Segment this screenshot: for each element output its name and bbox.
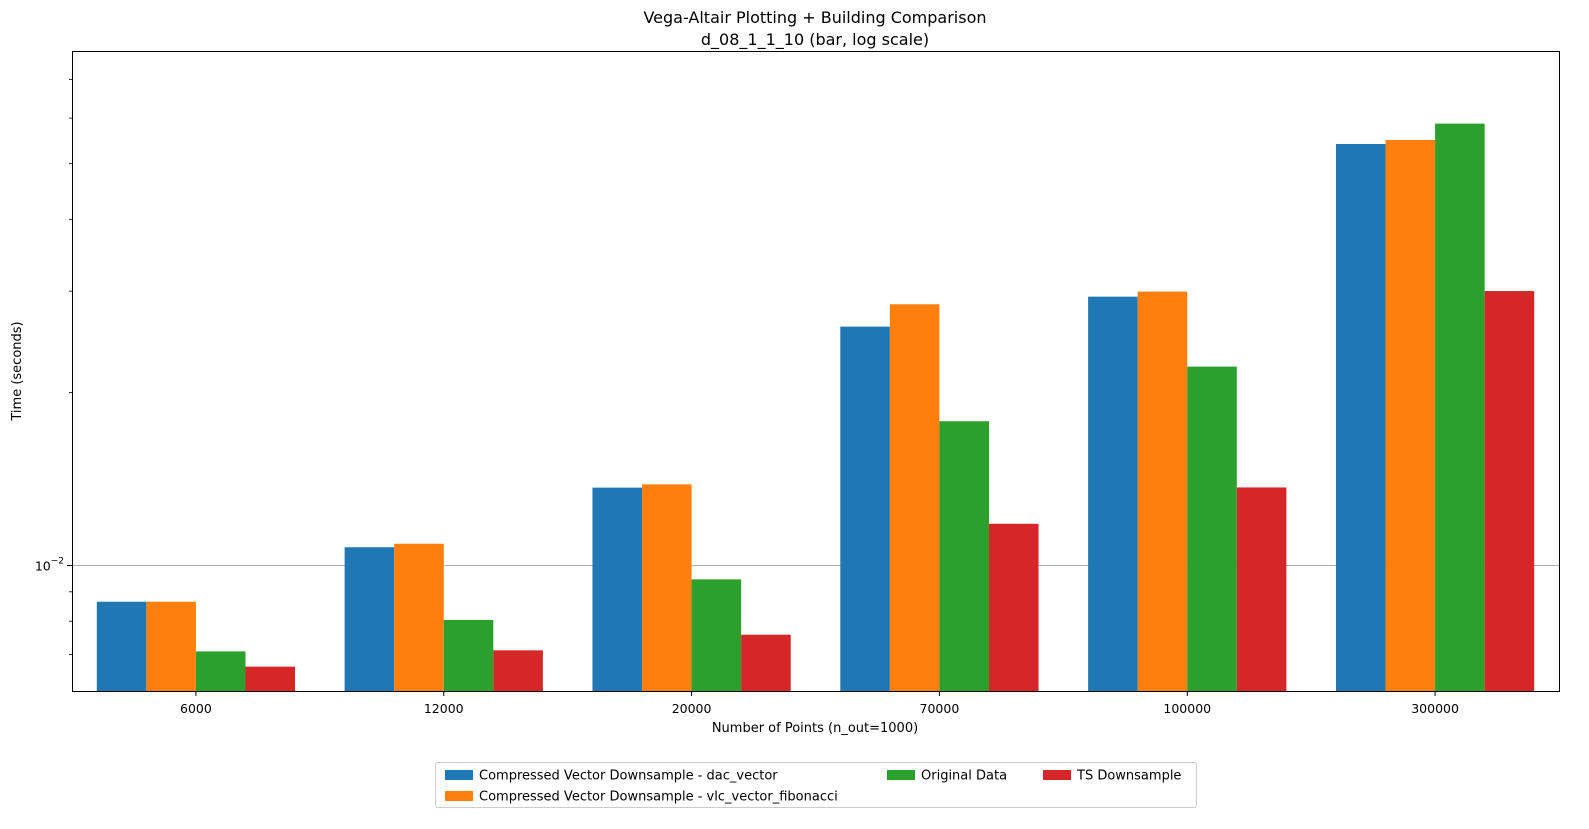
bar: [1335, 144, 1386, 691]
legend: Compressed Vector Downsample - dac_vecto…: [435, 762, 1197, 808]
bar: [691, 579, 742, 691]
legend-label: Compressed Vector Downsample - dac_vecto…: [479, 769, 778, 784]
bar: [493, 650, 543, 691]
legend-swatch: [887, 770, 915, 780]
bar: [1385, 139, 1436, 691]
bar: [344, 547, 395, 691]
bar: [939, 421, 989, 691]
bar: [592, 487, 643, 691]
bar: [741, 634, 791, 691]
chart-title: Vega-Altair Plotting + Building Comparis…: [643, 8, 986, 27]
x-tick-label: 12000: [424, 701, 464, 716]
x-tick-label: 300000: [1411, 701, 1459, 716]
bars-layer: [96, 123, 1535, 691]
bar: [1484, 291, 1535, 691]
x-tick-label: 6000: [180, 701, 212, 716]
legend-label: Original Data: [921, 769, 1007, 784]
bar: [1137, 291, 1188, 691]
x-tick-label: 100000: [1163, 701, 1211, 716]
legend-swatch: [445, 770, 473, 780]
legend-frame: [435, 762, 1197, 808]
plot-frame: [72, 51, 1560, 692]
legend-swatch: [1043, 770, 1071, 780]
bar: [96, 601, 147, 691]
legend-swatch: [445, 791, 473, 801]
x-tick-label: 70000: [920, 701, 960, 716]
x-tick-label: 20000: [672, 701, 712, 716]
bar: [889, 304, 940, 691]
bar: [988, 523, 1039, 691]
bar: [840, 326, 890, 691]
y-axis-label: Time (seconds): [10, 321, 25, 421]
bar: [394, 543, 444, 691]
x-axis-label: Number of Points (n_out=1000): [712, 721, 918, 736]
bar: [146, 601, 196, 691]
bar: [195, 651, 246, 691]
bar: [1236, 487, 1287, 691]
chart-subtitle: d_08_1_1_10 (bar, log scale): [701, 30, 929, 50]
bar: [1435, 123, 1485, 691]
bar: [1088, 296, 1138, 691]
bar: [245, 666, 296, 691]
bar: [1187, 366, 1237, 691]
legend-label: TS Downsample: [1076, 769, 1181, 784]
ticks-layer: 10−2 6000 12000 20000 70000 100000 300000: [35, 79, 1459, 716]
bar: [642, 484, 692, 691]
legend-label: Compressed Vector Downsample - vlc_vecto…: [479, 790, 838, 805]
y-tick-label: 10−2: [35, 557, 64, 574]
bar: [443, 619, 494, 691]
